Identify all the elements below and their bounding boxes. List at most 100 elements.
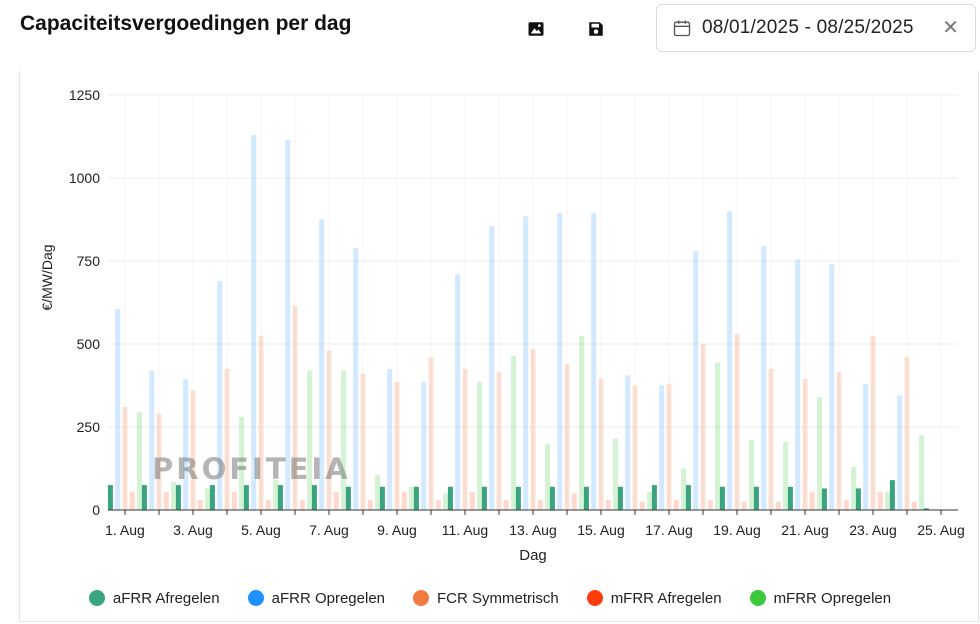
bar bbox=[285, 139, 291, 510]
bar bbox=[319, 219, 325, 510]
bar bbox=[734, 334, 740, 510]
bar bbox=[545, 443, 551, 510]
bar bbox=[919, 435, 925, 510]
legend-item[interactable]: mFRR Opregelen bbox=[749, 589, 892, 607]
bar bbox=[700, 344, 706, 510]
bar bbox=[489, 226, 495, 510]
y-tick-label: 500 bbox=[77, 336, 101, 352]
bar bbox=[923, 508, 929, 510]
save-icon bbox=[589, 22, 603, 36]
bar bbox=[809, 491, 815, 510]
bar bbox=[345, 486, 351, 510]
bar bbox=[277, 485, 283, 510]
x-tick-label: 15. Aug bbox=[577, 522, 625, 538]
legend-label: mFRR Opregelen bbox=[773, 589, 892, 607]
download-image-button[interactable] bbox=[524, 17, 548, 41]
bar bbox=[707, 500, 713, 510]
bar bbox=[129, 491, 135, 510]
bar bbox=[239, 417, 245, 510]
bar bbox=[530, 348, 536, 510]
bar bbox=[251, 134, 257, 510]
legend-marker bbox=[413, 590, 430, 606]
bar bbox=[753, 486, 759, 510]
bar bbox=[829, 264, 835, 510]
bar bbox=[149, 370, 155, 510]
x-tick-label: 1. Aug bbox=[105, 522, 145, 538]
x-tick-label: 19. Aug bbox=[713, 522, 761, 538]
bar bbox=[549, 486, 555, 510]
legend-marker bbox=[247, 590, 264, 606]
bar bbox=[299, 500, 305, 510]
watermark-logo: PROFITEIA bbox=[152, 452, 351, 486]
bar bbox=[836, 372, 842, 510]
bar bbox=[224, 368, 230, 510]
bar bbox=[171, 481, 177, 510]
bar bbox=[205, 488, 211, 510]
x-tick-label: 5. Aug bbox=[241, 522, 281, 538]
bar bbox=[877, 491, 883, 510]
bar bbox=[428, 357, 434, 510]
bar bbox=[443, 493, 449, 510]
bar bbox=[341, 370, 347, 510]
chart-legend: aFRR Afregelen aFRR Opregelen FCR Symmetri… bbox=[0, 586, 980, 610]
bar bbox=[666, 383, 672, 510]
x-tick-label: 13. Aug bbox=[509, 522, 557, 538]
x-tick-label: 3. Aug bbox=[173, 522, 213, 538]
bar bbox=[817, 397, 823, 510]
bar bbox=[632, 385, 638, 510]
bar bbox=[537, 500, 543, 510]
bar bbox=[421, 382, 427, 510]
bar bbox=[851, 466, 857, 510]
bar bbox=[639, 501, 645, 510]
bar bbox=[273, 480, 279, 510]
bar bbox=[231, 491, 237, 510]
legend-item[interactable]: FCR Symmetrisch bbox=[413, 590, 559, 607]
save-button[interactable] bbox=[584, 17, 608, 41]
x-tick-label: 11. Aug bbox=[442, 522, 488, 538]
bar bbox=[326, 350, 332, 510]
bar bbox=[625, 375, 631, 510]
bar bbox=[897, 395, 903, 510]
bar bbox=[768, 368, 774, 510]
bar bbox=[579, 335, 585, 510]
bar bbox=[137, 412, 143, 510]
bar bbox=[375, 475, 381, 510]
bar bbox=[394, 382, 400, 510]
bar bbox=[217, 280, 223, 510]
legend-item[interactable]: aFRR Afregelen bbox=[88, 589, 220, 607]
legend-label: aFRR Opregelen bbox=[271, 589, 386, 607]
bar bbox=[163, 491, 169, 510]
bar bbox=[557, 212, 563, 511]
bar bbox=[583, 486, 589, 510]
y-tick-label: 1000 bbox=[69, 170, 100, 186]
clear-date-icon[interactable]: ✕ bbox=[942, 17, 959, 39]
date-range-picker[interactable]: 08/01/2025 - 08/25/2025 ✕ bbox=[656, 4, 976, 52]
bar bbox=[571, 493, 577, 510]
bar bbox=[462, 368, 468, 510]
date-range-value[interactable]: 08/01/2025 - 08/25/2025 bbox=[702, 17, 914, 38]
bar bbox=[783, 441, 789, 510]
bar bbox=[647, 491, 653, 510]
bar bbox=[455, 274, 461, 510]
legend-label: aFRR Afregelen bbox=[112, 589, 220, 607]
bar bbox=[481, 486, 487, 510]
bar bbox=[843, 500, 849, 510]
bar bbox=[258, 335, 264, 510]
bar bbox=[613, 438, 619, 510]
bar bbox=[617, 486, 623, 510]
bar bbox=[673, 500, 679, 510]
legend-item[interactable]: mFRR Afregelen bbox=[586, 589, 722, 607]
bar bbox=[401, 491, 407, 510]
bar bbox=[477, 382, 483, 510]
x-tick-label: 25. Aug bbox=[917, 522, 965, 538]
legend-label: mFRR Afregelen bbox=[610, 589, 722, 607]
bar bbox=[911, 501, 917, 510]
calendar-icon bbox=[672, 18, 692, 38]
bar bbox=[727, 211, 733, 510]
y-axis-title: €/MW/Dag bbox=[39, 244, 55, 310]
legend-item[interactable]: aFRR Opregelen bbox=[247, 589, 386, 607]
bar bbox=[761, 246, 767, 510]
bar bbox=[122, 407, 128, 510]
bar bbox=[292, 305, 298, 510]
bar bbox=[496, 372, 502, 510]
